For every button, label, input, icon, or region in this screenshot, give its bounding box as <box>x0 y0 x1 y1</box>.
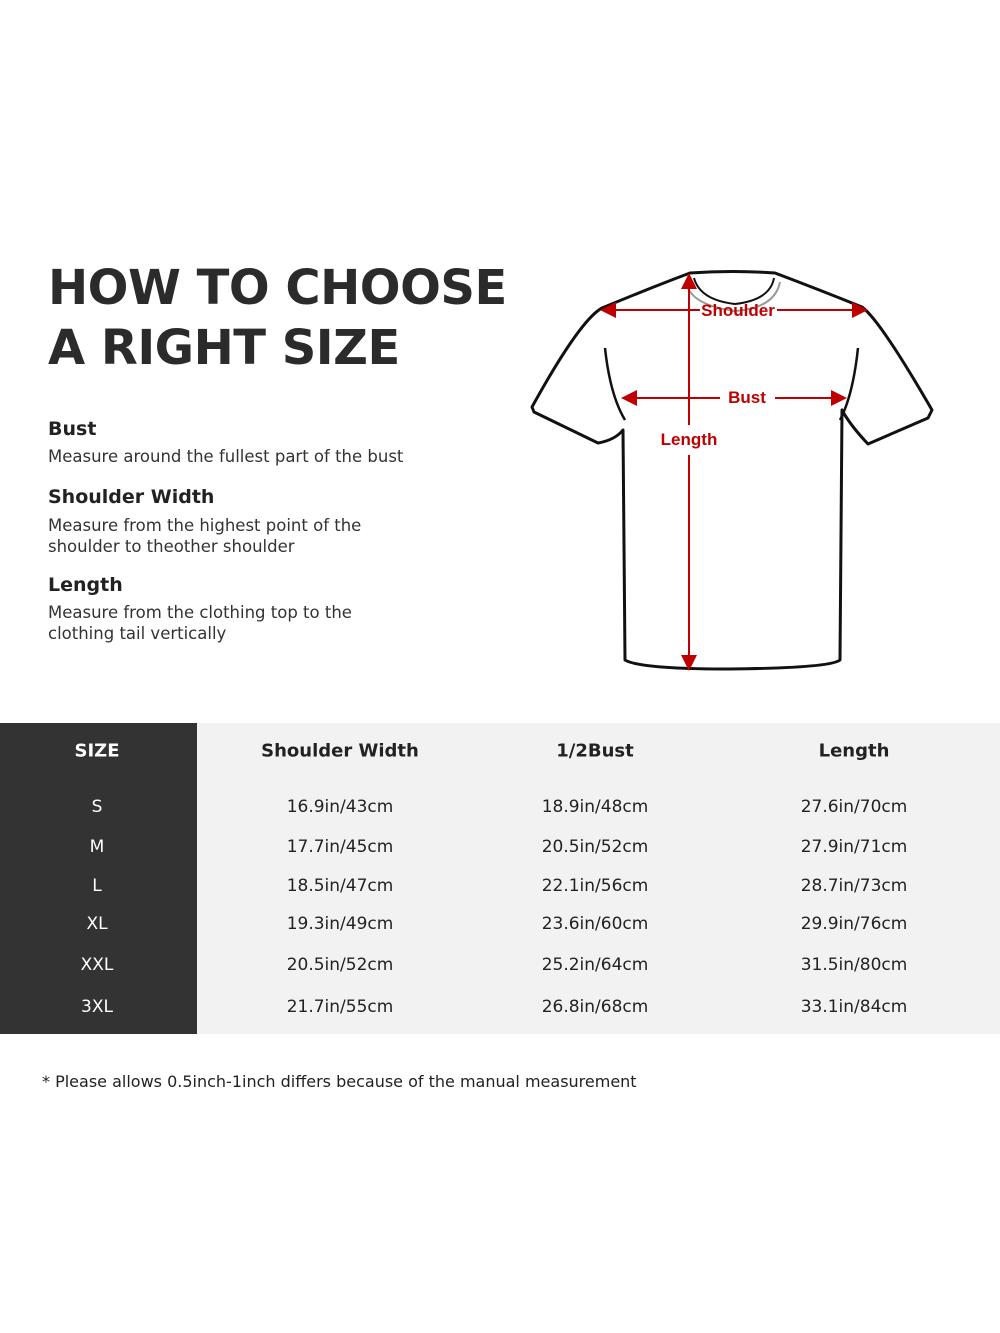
size-label: L <box>92 876 102 896</box>
size-label: XL <box>86 914 108 934</box>
table-cell: 20.5in/52cm <box>286 955 394 975</box>
size-table: SIZE Shoulder Width 1/2Bust Length S 16.9in/4… <box>0 723 1000 1034</box>
table-cell: 27.6in/70cm <box>800 797 908 817</box>
column-header: Length <box>818 740 890 762</box>
table-cell: 26.8in/68cm <box>541 997 649 1017</box>
page-title: HOW TO CHOOSE A RIGHT SIZE <box>48 258 507 378</box>
table-cell: 20.5in/52cm <box>541 837 649 857</box>
table-cell: 31.5in/80cm <box>800 955 908 975</box>
size-column-background <box>0 723 197 1034</box>
table-cell: 33.1in/84cm <box>800 997 908 1017</box>
size-label: S <box>91 797 103 817</box>
size-label: XXL <box>80 955 114 975</box>
measurement-note: * Please allows 0.5inch-1inch differs be… <box>42 1072 637 1091</box>
table-cell: 18.5in/47cm <box>286 876 394 896</box>
desc-line: Measure from the highest point of the <box>48 516 362 535</box>
table-cell: 27.9in/71cm <box>800 837 908 857</box>
length-term: Length <box>48 574 123 596</box>
desc-line: clothing tail vertically <box>48 624 227 643</box>
column-header: Shoulder Width <box>261 740 419 762</box>
table-cell: 18.9in/48cm <box>541 797 649 817</box>
desc-line: shoulder to theother shoulder <box>48 537 295 556</box>
column-header: SIZE <box>74 740 120 762</box>
shoulder-label: Shoulder <box>701 301 775 320</box>
bust-label: Bust <box>728 388 766 407</box>
table-cell: 16.9in/43cm <box>286 797 394 817</box>
table-cell: 22.1in/56cm <box>541 876 649 896</box>
size-label: 3XL <box>81 997 113 1017</box>
table-cell: 25.2in/64cm <box>541 955 649 975</box>
size-label: M <box>89 837 105 857</box>
shoulder-term: Shoulder Width <box>48 486 215 508</box>
title-line-2: A RIGHT SIZE <box>48 320 400 376</box>
desc-line: Measure from the clothing top to the <box>48 603 352 622</box>
table-cell: 29.9in/76cm <box>800 914 908 934</box>
bust-description: Measure around the fullest part of the b… <box>48 447 404 466</box>
column-header: 1/2Bust <box>556 740 634 762</box>
title-line-1: HOW TO CHOOSE <box>48 260 507 316</box>
table-cell: 21.7in/55cm <box>286 997 394 1017</box>
tshirt-diagram: Shoulder Bust Length <box>530 270 934 671</box>
length-description: Measure from the clothing top to the clo… <box>48 602 438 644</box>
table-cell: 19.3in/49cm <box>286 914 394 934</box>
table-cell: 17.7in/45cm <box>286 837 394 857</box>
table-cell: 28.7in/73cm <box>800 876 908 896</box>
length-label: Length <box>661 430 718 449</box>
tshirt-outline <box>530 270 934 671</box>
table-cell: 23.6in/60cm <box>541 914 649 934</box>
shoulder-description: Measure from the highest point of the sh… <box>48 515 438 557</box>
bust-term: Bust <box>48 418 97 440</box>
